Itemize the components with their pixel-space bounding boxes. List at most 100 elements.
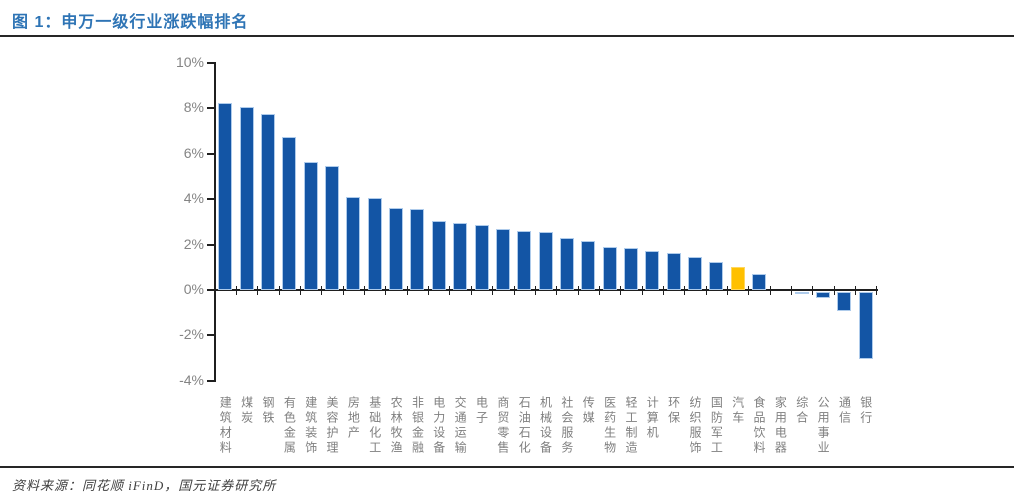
bar-银行	[858, 292, 873, 359]
bar-非银金融	[410, 209, 425, 290]
y-tick-mark	[207, 107, 216, 110]
bar-环保	[666, 252, 681, 290]
category-label: 建筑装饰	[303, 396, 318, 456]
bar-建筑装饰	[303, 161, 318, 290]
x-tick-mark	[428, 286, 430, 295]
category-label: 美容护理	[325, 396, 340, 456]
bar-机械设备	[538, 232, 553, 290]
bar-传媒	[581, 241, 596, 290]
y-tick-mark	[207, 62, 216, 64]
source-note: 资料来源：同花顺 iFinD，国元证券研究所	[12, 478, 277, 493]
bar-社会服务	[559, 237, 574, 290]
x-tick-mark	[342, 286, 344, 295]
category-label: 有色金属	[282, 396, 297, 456]
x-tick-mark	[748, 286, 750, 295]
bar-轻工制造	[623, 248, 638, 290]
x-tick-mark	[684, 286, 686, 295]
category-label: 计算机	[645, 396, 660, 441]
bar-美容护理	[325, 166, 340, 290]
x-tick-mark	[513, 286, 515, 295]
y-tick-label: 4%	[183, 190, 204, 207]
y-tick-mark	[207, 152, 216, 155]
x-tick-mark	[470, 286, 472, 295]
x-tick-mark	[791, 286, 793, 295]
x-tick-mark	[556, 286, 558, 295]
x-tick-mark	[705, 286, 707, 295]
bar-电力设备	[431, 220, 446, 290]
category-label: 煤炭	[239, 396, 254, 426]
x-tick-mark	[855, 286, 857, 295]
category-label: 医药生物	[602, 396, 617, 456]
x-tick-mark	[235, 286, 237, 295]
category-label: 商贸零售	[495, 396, 510, 456]
category-label: 石油石化	[517, 396, 532, 456]
y-tick-label: 8%	[183, 99, 204, 116]
y-tick-label: 2%	[183, 235, 204, 252]
bar-房地产	[346, 196, 361, 290]
bar-农林牧渔	[389, 208, 404, 290]
x-tick-mark	[833, 286, 835, 295]
bottom-divider	[0, 466, 1014, 468]
x-tick-mark	[321, 286, 323, 295]
bar-煤炭	[239, 107, 254, 290]
x-tick-mark	[876, 286, 878, 295]
category-label: 通信	[837, 396, 852, 426]
x-tick-mark	[577, 286, 579, 295]
x-tick-mark	[214, 286, 216, 295]
bar-基础化工	[367, 198, 382, 290]
bar-纺织服饰	[688, 257, 702, 290]
y-tick-mark	[207, 289, 216, 291]
category-label: 钢铁	[261, 396, 275, 426]
category-label: 纺织服饰	[688, 396, 702, 456]
category-label: 国防军工	[709, 396, 724, 456]
y-tick-mark	[207, 198, 216, 201]
x-tick-mark	[662, 286, 664, 295]
category-label: 电力设备	[431, 396, 446, 456]
category-label: 机械设备	[538, 396, 553, 456]
category-label: 电子	[474, 396, 489, 426]
category-label: 社会服务	[559, 396, 574, 456]
bar-商贸零售	[495, 228, 510, 290]
category-label: 银行	[858, 396, 873, 426]
y-tick-label: 0%	[183, 281, 204, 297]
x-tick-mark	[769, 286, 771, 295]
x-tick-mark	[641, 286, 643, 295]
figure-title: 图 1：申万一级行业涨跌幅排名	[12, 14, 249, 31]
y-tick-mark	[207, 379, 216, 382]
bar-公用事业	[816, 292, 831, 298]
bar-国防军工	[709, 261, 724, 290]
bar-交通运输	[453, 223, 468, 290]
x-tick-mark	[492, 286, 494, 295]
bar-有色金属	[282, 136, 297, 290]
category-label: 食品饮料	[752, 396, 767, 456]
x-tick-mark	[598, 286, 600, 295]
x-tick-mark	[449, 286, 451, 295]
bar-综合	[794, 292, 809, 295]
x-tick-mark	[534, 286, 536, 295]
category-label: 农林牧渔	[389, 396, 404, 456]
x-tick-mark	[620, 286, 622, 295]
bar-highlight-汽车	[730, 267, 745, 290]
top-divider	[0, 35, 1014, 37]
bar-电子	[474, 225, 489, 290]
x-tick-mark	[300, 286, 302, 295]
category-label: 非银金融	[410, 396, 425, 456]
y-tick-mark	[207, 334, 216, 337]
x-tick-mark	[278, 286, 280, 295]
x-tick-mark	[364, 286, 366, 295]
category-label: 房地产	[346, 396, 361, 441]
category-label: 传媒	[581, 396, 596, 426]
bar-石油石化	[517, 230, 532, 290]
x-tick-mark	[385, 286, 387, 295]
x-tick-mark	[812, 286, 814, 295]
x-axis-zero-line	[214, 289, 878, 291]
x-tick-mark	[727, 286, 729, 295]
category-label: 建筑材料	[218, 396, 233, 456]
x-tick-mark	[406, 286, 408, 295]
y-tick-label: -4%	[179, 371, 204, 388]
bar-通信	[837, 292, 852, 312]
category-label: 汽车	[730, 396, 745, 426]
bar-建筑材料	[218, 102, 233, 290]
bar-计算机	[645, 251, 660, 290]
